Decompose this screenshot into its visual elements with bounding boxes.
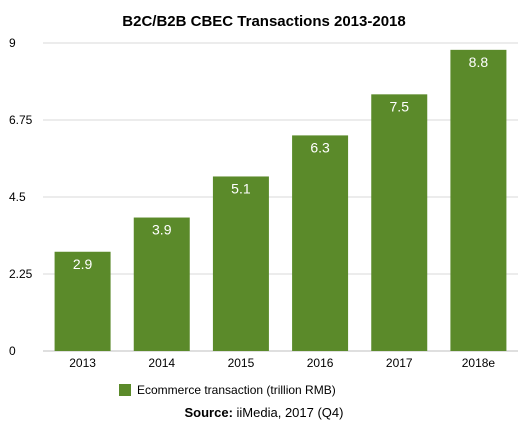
source-text: iiMedia, 2017 (Q4) <box>236 405 344 420</box>
data-label: 5.1 <box>231 180 251 196</box>
data-label: 3.9 <box>152 222 172 238</box>
y-axis-ticks: 0 2.25 4.5 6.75 9 <box>9 36 33 358</box>
legend-label: Ecommerce transaction (trillion RMB) <box>137 383 336 397</box>
source-label: Source: <box>184 405 233 420</box>
chart-title: B2C/B2B CBEC Transactions 2013-2018 <box>122 13 405 30</box>
bars <box>54 49 507 351</box>
y-tick-label: 2.25 <box>9 267 33 281</box>
data-label: 7.5 <box>390 98 410 114</box>
bar <box>371 94 428 351</box>
x-tick-label: 2015 <box>228 356 255 370</box>
bar <box>450 49 507 351</box>
y-tick-label: 4.5 <box>9 190 26 204</box>
x-tick-label: 2017 <box>386 356 413 370</box>
bar <box>54 251 111 351</box>
source-note: Source: iiMedia, 2017 (Q4) <box>0 405 528 420</box>
bar <box>212 176 269 351</box>
data-label: 6.3 <box>310 139 330 155</box>
data-label: 8.8 <box>469 54 489 70</box>
bar-chart: B2C/B2B CBEC Transactions 2013-2018 0 2.2… <box>9 13 518 397</box>
gridlines <box>43 42 518 352</box>
bar <box>133 217 190 351</box>
legend-swatch <box>119 384 131 396</box>
x-tick-label: 2014 <box>148 356 175 370</box>
y-tick-label: 6.75 <box>9 113 33 127</box>
bar <box>292 135 349 351</box>
legend: Ecommerce transaction (trillion RMB) <box>119 383 336 397</box>
x-tick-label: 2016 <box>307 356 334 370</box>
y-tick-label: 0 <box>9 344 16 358</box>
data-labels: 2.9 3.9 5.1 6.3 7.5 8.8 <box>73 54 489 272</box>
x-tick-label: 2018e <box>462 356 496 370</box>
y-tick-label: 9 <box>9 36 16 50</box>
x-axis-ticks: 2013 2014 2015 2016 2017 2018e <box>69 356 495 370</box>
x-tick-label: 2013 <box>69 356 96 370</box>
data-label: 2.9 <box>73 256 93 272</box>
